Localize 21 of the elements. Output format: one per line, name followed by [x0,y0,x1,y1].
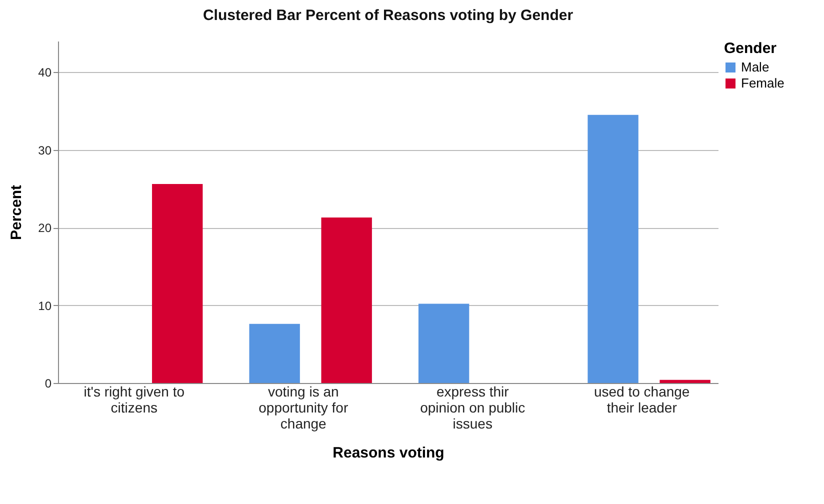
bar [152,184,203,383]
bar [321,217,372,383]
bar [660,380,710,383]
legend-title: Gender [724,40,777,57]
y-tick-label: 10 [38,298,52,313]
legend-label: Male [741,60,770,74]
y-tick-label: 30 [38,143,52,158]
chart-title: Clustered Bar Percent of Reasons voting by Gender [202,7,574,24]
x-tick-label: it's right given to citizens [84,384,185,416]
y-tick-label: 40 [38,66,52,80]
x-tick-label: used to change their leader [594,384,690,416]
legend-label: Female [741,76,784,90]
y-axis-title: Percent [8,184,26,240]
x-tick-label: express thir opinion on public issues [420,384,526,432]
bar [588,114,638,383]
y-tick-label: 0 [44,376,52,390]
x-tick-label: voting is an opportunity for change [258,384,348,432]
bar [418,304,470,383]
bar [249,324,300,383]
y-tick-label: 20 [38,221,52,236]
x-axis-title: Reasons voting [332,444,444,462]
